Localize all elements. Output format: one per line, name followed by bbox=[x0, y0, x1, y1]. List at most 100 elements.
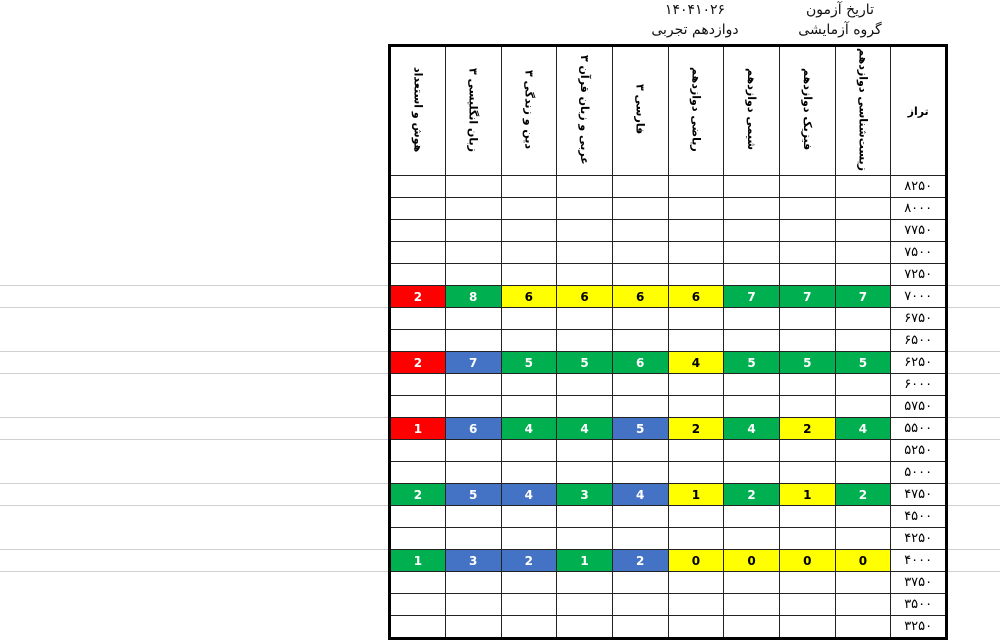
score-cell bbox=[611, 615, 669, 639]
score-cell bbox=[500, 263, 558, 286]
column-header-label: عربی و زبان قرآن ۳ bbox=[578, 54, 592, 165]
score-cell bbox=[667, 439, 725, 462]
score-cell bbox=[611, 461, 669, 484]
score-cell bbox=[389, 527, 446, 550]
level-cell: ۴۵۰۰ bbox=[890, 505, 947, 528]
score-cell bbox=[723, 373, 780, 396]
table-row: ۳۷۵۰ bbox=[389, 571, 947, 594]
score-cell: 2 bbox=[389, 285, 446, 308]
score-cell bbox=[778, 395, 836, 418]
score-cell bbox=[444, 307, 502, 330]
score-cell: 1 bbox=[556, 549, 613, 572]
score-cell: 4 bbox=[500, 483, 558, 506]
score-cell bbox=[834, 439, 892, 462]
score-cell bbox=[834, 395, 892, 418]
score-cell bbox=[723, 219, 780, 242]
score-cell bbox=[389, 615, 446, 639]
score-cell bbox=[834, 329, 892, 352]
column-header: زیست‌شناسی دوازدهم bbox=[834, 45, 892, 176]
score-cell: 1 bbox=[667, 483, 725, 506]
score-cell: 3 bbox=[556, 483, 613, 506]
score-cell bbox=[611, 307, 669, 330]
score-cell bbox=[500, 593, 558, 616]
score-cell bbox=[444, 197, 502, 220]
column-header: هوش و استعداد bbox=[389, 45, 446, 176]
score-cell bbox=[444, 593, 502, 616]
column-header-label: ریاضی دوازدهم bbox=[689, 67, 703, 152]
score-cell: 4 bbox=[500, 417, 558, 440]
column-header: شیمی دوازدهم bbox=[723, 45, 780, 176]
level-cell: ۶۰۰۰ bbox=[890, 373, 947, 396]
score-cell bbox=[723, 307, 780, 330]
score-cell: 7 bbox=[444, 351, 502, 374]
score-cell: 2 bbox=[834, 483, 892, 506]
score-cell: 0 bbox=[667, 549, 725, 572]
score-cell bbox=[389, 219, 446, 242]
score-cell bbox=[611, 329, 669, 352]
score-cell bbox=[611, 373, 669, 396]
score-cell bbox=[667, 263, 725, 286]
score-cell bbox=[778, 263, 836, 286]
score-cell bbox=[444, 505, 502, 528]
column-header-label: فیزیک دوازدهم bbox=[800, 68, 814, 151]
score-cell bbox=[667, 571, 725, 594]
score-cell bbox=[556, 505, 613, 528]
score-cell bbox=[778, 373, 836, 396]
score-cell bbox=[500, 175, 558, 198]
score-cell: 6 bbox=[556, 285, 613, 308]
column-header-label: هوش و استعداد bbox=[411, 66, 425, 153]
column-header: ریاضی دوازدهم bbox=[667, 45, 725, 176]
score-cell bbox=[723, 505, 780, 528]
score-cell bbox=[834, 197, 892, 220]
score-cell bbox=[389, 571, 446, 594]
level-cell: ۴۲۵۰ bbox=[890, 527, 947, 550]
score-cell: 4 bbox=[611, 483, 669, 506]
level-cell: ۵۰۰۰ bbox=[890, 461, 947, 484]
score-cell bbox=[723, 263, 780, 286]
score-cell bbox=[723, 395, 780, 418]
score-cell bbox=[778, 571, 836, 594]
score-cell: 7 bbox=[834, 285, 892, 308]
score-cell bbox=[500, 505, 558, 528]
level-cell: ۳۷۵۰ bbox=[890, 571, 947, 594]
level-cell: ۵۵۰۰ bbox=[890, 417, 947, 440]
score-cell: 5 bbox=[556, 351, 613, 374]
score-cell: 0 bbox=[834, 549, 892, 572]
score-cell: 2 bbox=[723, 483, 780, 506]
score-cell bbox=[444, 527, 502, 550]
score-cell bbox=[556, 175, 613, 198]
score-cell bbox=[667, 307, 725, 330]
level-cell: ۳۵۰۰ bbox=[890, 593, 947, 616]
score-cell bbox=[778, 329, 836, 352]
score-cell bbox=[444, 395, 502, 418]
score-cell bbox=[611, 241, 669, 264]
table-row: ۶۷۵۰ bbox=[389, 307, 947, 330]
level-cell: ۶۷۵۰ bbox=[890, 307, 947, 330]
score-cell bbox=[444, 461, 502, 484]
score-cell bbox=[389, 175, 446, 198]
table-row: ۷۷۵۰ bbox=[389, 219, 947, 242]
score-cell bbox=[389, 395, 446, 418]
score-cell: 2 bbox=[611, 549, 669, 572]
score-cell bbox=[778, 307, 836, 330]
level-cell: ۸۰۰۰ bbox=[890, 197, 947, 220]
score-cell bbox=[667, 461, 725, 484]
level-cell: ۸۲۵۰ bbox=[890, 175, 947, 198]
table-row: ۵۰۰۰ bbox=[389, 461, 947, 484]
table-row: ۵۵۰۰ 4 2 4 2 5 4 4 6 1 bbox=[389, 417, 947, 440]
score-cell bbox=[500, 373, 558, 396]
score-cell bbox=[556, 461, 613, 484]
score-cell bbox=[500, 219, 558, 242]
score-cell: 6 bbox=[667, 285, 725, 308]
score-cell: 1 bbox=[778, 483, 836, 506]
score-cell bbox=[778, 439, 836, 462]
score-cell: 5 bbox=[611, 417, 669, 440]
score-cell bbox=[778, 241, 836, 264]
score-cell bbox=[444, 175, 502, 198]
score-cell: 6 bbox=[444, 417, 502, 440]
score-cell bbox=[500, 197, 558, 220]
score-cell bbox=[389, 329, 446, 352]
score-cell bbox=[667, 219, 725, 242]
level-cell: ۵۷۵۰ bbox=[890, 395, 947, 418]
score-cell: 6 bbox=[611, 285, 669, 308]
